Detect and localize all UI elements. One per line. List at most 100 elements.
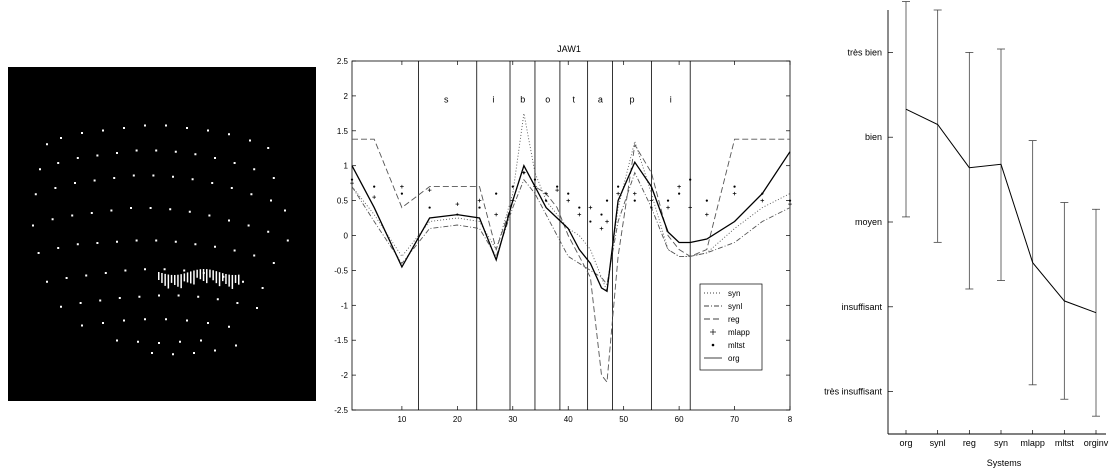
rating-errorbar-chart: Systems très insuffisant insuffisant moyen… (798, 0, 1120, 470)
marker-dot (144, 124, 146, 127)
data-point (666, 199, 670, 202)
legend-box (699, 283, 763, 371)
data-point (567, 192, 570, 195)
marker-dot (172, 353, 174, 356)
data-point (650, 206, 653, 209)
lip-marker (177, 274, 179, 287)
marker-dot (151, 352, 153, 354)
marker-dot (207, 322, 209, 324)
jaw1-chart-svg: JAW1 -2.5 -2 -1.5 -1 -0.5 0 0.5 1 1.5 2 2.5 10 20 30 4… (334, 44, 793, 424)
legend-label: synl (728, 302, 742, 311)
lip-marker (218, 272, 221, 287)
marker-dot (230, 187, 233, 189)
marker-dot (138, 295, 141, 298)
marker-dot (54, 187, 57, 189)
marker-dot (247, 224, 250, 227)
marker-dot (137, 340, 139, 343)
lip-marker (228, 274, 230, 287)
marker-dot (211, 182, 214, 184)
marker-dot (60, 137, 62, 139)
marker-dot (253, 254, 256, 257)
series-mlapp (350, 170, 792, 231)
marker-dot (155, 149, 158, 152)
lip-marker (161, 272, 163, 283)
marker-dot (186, 127, 188, 129)
data-point (788, 199, 792, 202)
mean-rating-line (905, 108, 1097, 314)
chart-title: JAW1 (557, 44, 581, 54)
marker-dot (186, 319, 188, 322)
facial-markers-plot (8, 67, 316, 401)
marker-dot (123, 127, 125, 129)
x-tick-label: orginv (1084, 438, 1109, 448)
data-point (689, 178, 692, 181)
phoneme-label: a (598, 94, 603, 104)
x-tick-label: 10 (397, 415, 406, 424)
x-tick-label: syn (994, 438, 1008, 448)
marker-dot (155, 239, 158, 242)
series-syn (351, 113, 791, 294)
legend-label: mltst (728, 341, 746, 350)
marker-dot (158, 342, 160, 344)
lip-marker (222, 273, 224, 282)
marker-dot (174, 150, 177, 153)
lip-marker (212, 270, 214, 281)
data-point (617, 185, 620, 188)
lip-marker (186, 272, 189, 283)
x-tick-label: mlapp (1020, 438, 1045, 448)
data-point (633, 199, 636, 202)
marker-dot (174, 240, 177, 243)
data-point (373, 185, 376, 188)
y-tick-label: 0 (344, 232, 349, 241)
marker-dot (104, 272, 107, 274)
data-point (733, 185, 736, 188)
marker-dot (76, 243, 79, 246)
phoneme-label: p (629, 94, 634, 104)
error-bar (933, 9, 942, 243)
lip-marker (183, 273, 186, 282)
marker-dot (102, 322, 104, 324)
x-axis-label: Systems (987, 458, 1022, 468)
marker-dot (123, 319, 125, 322)
legend: syn synl reg mlapp mltst org (699, 283, 763, 371)
legend-label: reg (728, 315, 740, 324)
y-tick-label: très insuffisant (824, 387, 882, 397)
phoneme-label: b (520, 94, 525, 104)
marker-dot (286, 239, 289, 242)
lip-marker (234, 274, 237, 283)
y-tick-label: 1.5 (337, 127, 349, 136)
lip-marker (231, 274, 234, 289)
data-point (350, 178, 354, 181)
marker-dot (81, 132, 83, 134)
y-tick-label: -1 (341, 301, 349, 310)
marker-dot (250, 193, 253, 196)
phoneme-label: t (573, 94, 576, 104)
series-synl (351, 171, 791, 286)
error-bar (965, 52, 974, 290)
marker-dot (191, 178, 194, 181)
data-point (511, 185, 514, 188)
marker-dot (165, 318, 167, 321)
x-tick-label: 70 (730, 415, 739, 424)
series-org (351, 151, 791, 293)
data-point (678, 192, 681, 195)
y-tick-label: moyen (855, 217, 882, 227)
x-tick-label: reg (963, 438, 976, 448)
marker-dot (144, 268, 146, 271)
legend-label: org (728, 354, 740, 363)
marker-dot (169, 208, 172, 211)
marker-dot (144, 318, 146, 321)
marker-dot (270, 199, 272, 202)
lip-marker (193, 270, 195, 285)
marker-dot (228, 219, 230, 222)
lip-marker (170, 274, 173, 283)
marker-dot (124, 269, 127, 272)
phoneme-label: i (670, 94, 672, 104)
marker-dot (93, 179, 96, 182)
marker-dot (96, 154, 99, 157)
marker-dot (235, 344, 237, 347)
marker-dot (172, 175, 174, 178)
marker-dot (46, 280, 48, 283)
marker-dot (110, 209, 113, 212)
marker-dot (57, 247, 60, 249)
